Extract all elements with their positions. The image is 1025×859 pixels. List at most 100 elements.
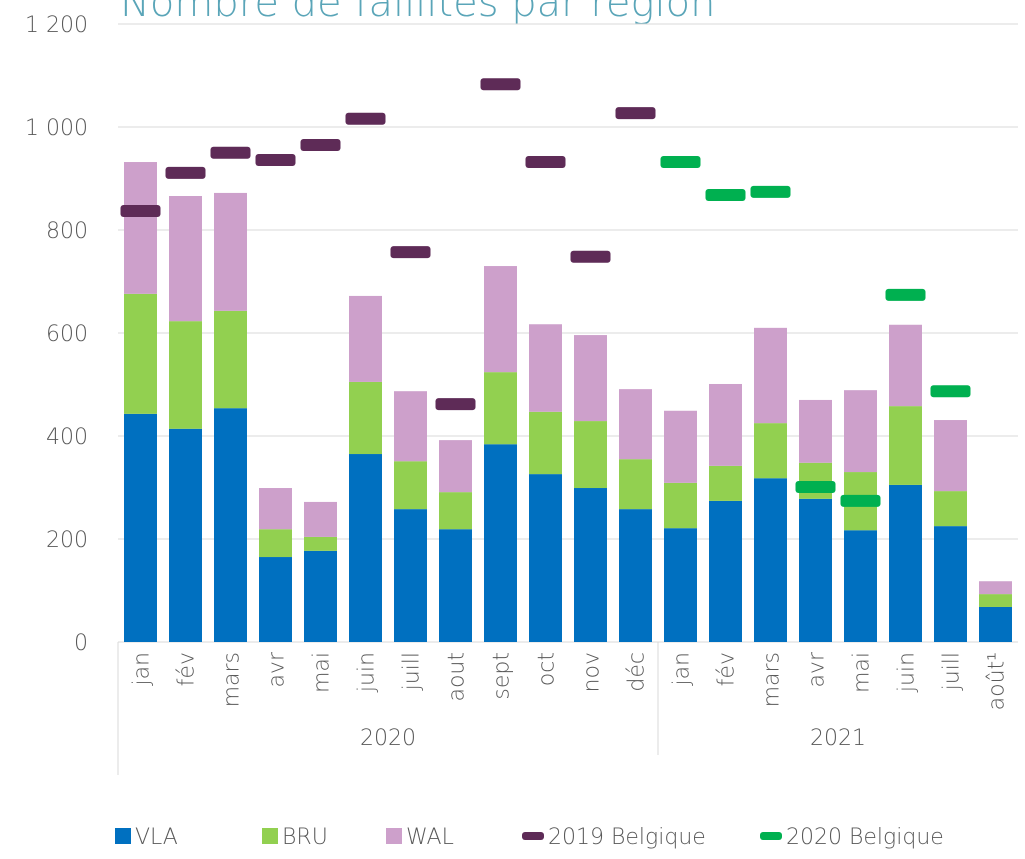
bar-segment <box>934 420 967 492</box>
x-tick-label: juill <box>940 652 965 691</box>
bar-segment <box>889 406 922 485</box>
marker <box>210 146 251 159</box>
marker <box>930 385 971 398</box>
bar-segment <box>214 408 247 642</box>
x-tick-label: jan <box>130 652 155 687</box>
marker <box>885 288 926 301</box>
bar-segment <box>304 536 337 551</box>
legend-swatch <box>386 828 402 844</box>
marker <box>705 188 746 201</box>
chart-title: Nombre de faillites par région <box>120 0 715 26</box>
y-tick-label: 800 <box>46 219 88 244</box>
marker <box>255 153 296 166</box>
bar-segment <box>574 335 607 422</box>
x-tick-label: juin <box>355 652 380 693</box>
bar-segment <box>124 162 157 294</box>
x-tick-label: déc <box>625 652 650 692</box>
bar-segment <box>349 381 382 455</box>
bar-segment <box>259 557 292 642</box>
bar-segment <box>214 310 247 409</box>
bar-segment <box>394 461 427 510</box>
marker <box>435 398 476 411</box>
bar-segment <box>664 482 697 529</box>
marker <box>570 250 611 263</box>
bar-segment <box>844 530 877 642</box>
bar-segment <box>484 372 517 445</box>
y-tick-label: 1 000 <box>25 116 88 141</box>
x-tick-label: jan <box>670 652 695 687</box>
bar-segment <box>484 266 517 373</box>
bar-segment <box>889 324 922 407</box>
x-tick-label: fév <box>175 652 200 686</box>
bar-segment <box>529 324 562 412</box>
bar-segment <box>619 509 652 642</box>
marker <box>300 139 341 152</box>
group-label: 2021 <box>810 726 866 751</box>
bar-segment <box>124 293 157 414</box>
bar-segment <box>214 192 247 311</box>
bar-segment <box>529 474 562 642</box>
bar-segment <box>709 383 742 466</box>
x-tick-label: mai <box>310 652 335 693</box>
bar-segment <box>754 478 787 642</box>
bar-segment <box>979 581 1012 595</box>
x-tick-label: aout <box>445 652 470 702</box>
bar-segment <box>799 399 832 463</box>
x-tick-label: mars <box>760 652 785 707</box>
y-tick-label: 200 <box>46 528 88 553</box>
bar-segment <box>754 423 787 479</box>
x-tick-label: avr <box>805 651 830 688</box>
legend-swatch <box>522 832 544 840</box>
bar-segment <box>709 465 742 501</box>
y-tick-label: 600 <box>46 322 88 347</box>
x-tick-label: mars <box>220 652 245 707</box>
marker <box>480 78 521 91</box>
bar-segment <box>439 440 472 493</box>
bar-segment <box>664 528 697 642</box>
bar-segment <box>574 488 607 642</box>
bar-segment <box>484 444 517 642</box>
bar-segment <box>979 594 1012 607</box>
bar-segment <box>619 459 652 510</box>
bar-segment <box>934 491 967 527</box>
legend-label: 2020 Belgique <box>786 825 944 850</box>
bar-segment <box>124 413 157 642</box>
marker <box>525 156 566 169</box>
bar-segment <box>439 529 472 642</box>
bar-segment <box>259 529 292 558</box>
x-tick-label: oct <box>535 652 560 686</box>
marker <box>390 246 431 259</box>
marker <box>615 107 656 120</box>
bar-segment <box>169 428 202 642</box>
x-tick-label: avr <box>265 651 290 688</box>
legend-label: WAL <box>406 825 454 850</box>
legend-label: VLA <box>135 825 178 850</box>
bar-segment <box>574 421 607 489</box>
x-tick-label: juill <box>400 652 425 691</box>
marker <box>750 185 791 198</box>
y-tick-label: 0 <box>74 631 88 656</box>
x-tick-label: fév <box>715 652 740 686</box>
x-tick-label: mai <box>850 652 875 693</box>
marker <box>345 112 386 125</box>
bar-segment <box>304 550 337 642</box>
marker <box>840 494 881 507</box>
bar-segment <box>394 391 427 462</box>
bar-segment <box>709 500 742 642</box>
bar-segment <box>394 509 427 642</box>
bar-segment <box>934 526 967 642</box>
bar-segment <box>259 488 292 530</box>
x-tick-label: nov <box>580 652 605 692</box>
bar-segment <box>799 498 832 642</box>
bar-segment <box>844 390 877 473</box>
bar-segment <box>349 454 382 642</box>
x-tick-label: sept <box>490 652 515 700</box>
bar-segment <box>979 606 1012 642</box>
group-label: 2020 <box>360 726 416 751</box>
y-tick-label: 400 <box>46 425 88 450</box>
bar-segment <box>349 295 382 382</box>
x-tick-label: juin <box>895 652 920 693</box>
legend-swatch <box>262 828 278 844</box>
marker <box>120 204 161 217</box>
